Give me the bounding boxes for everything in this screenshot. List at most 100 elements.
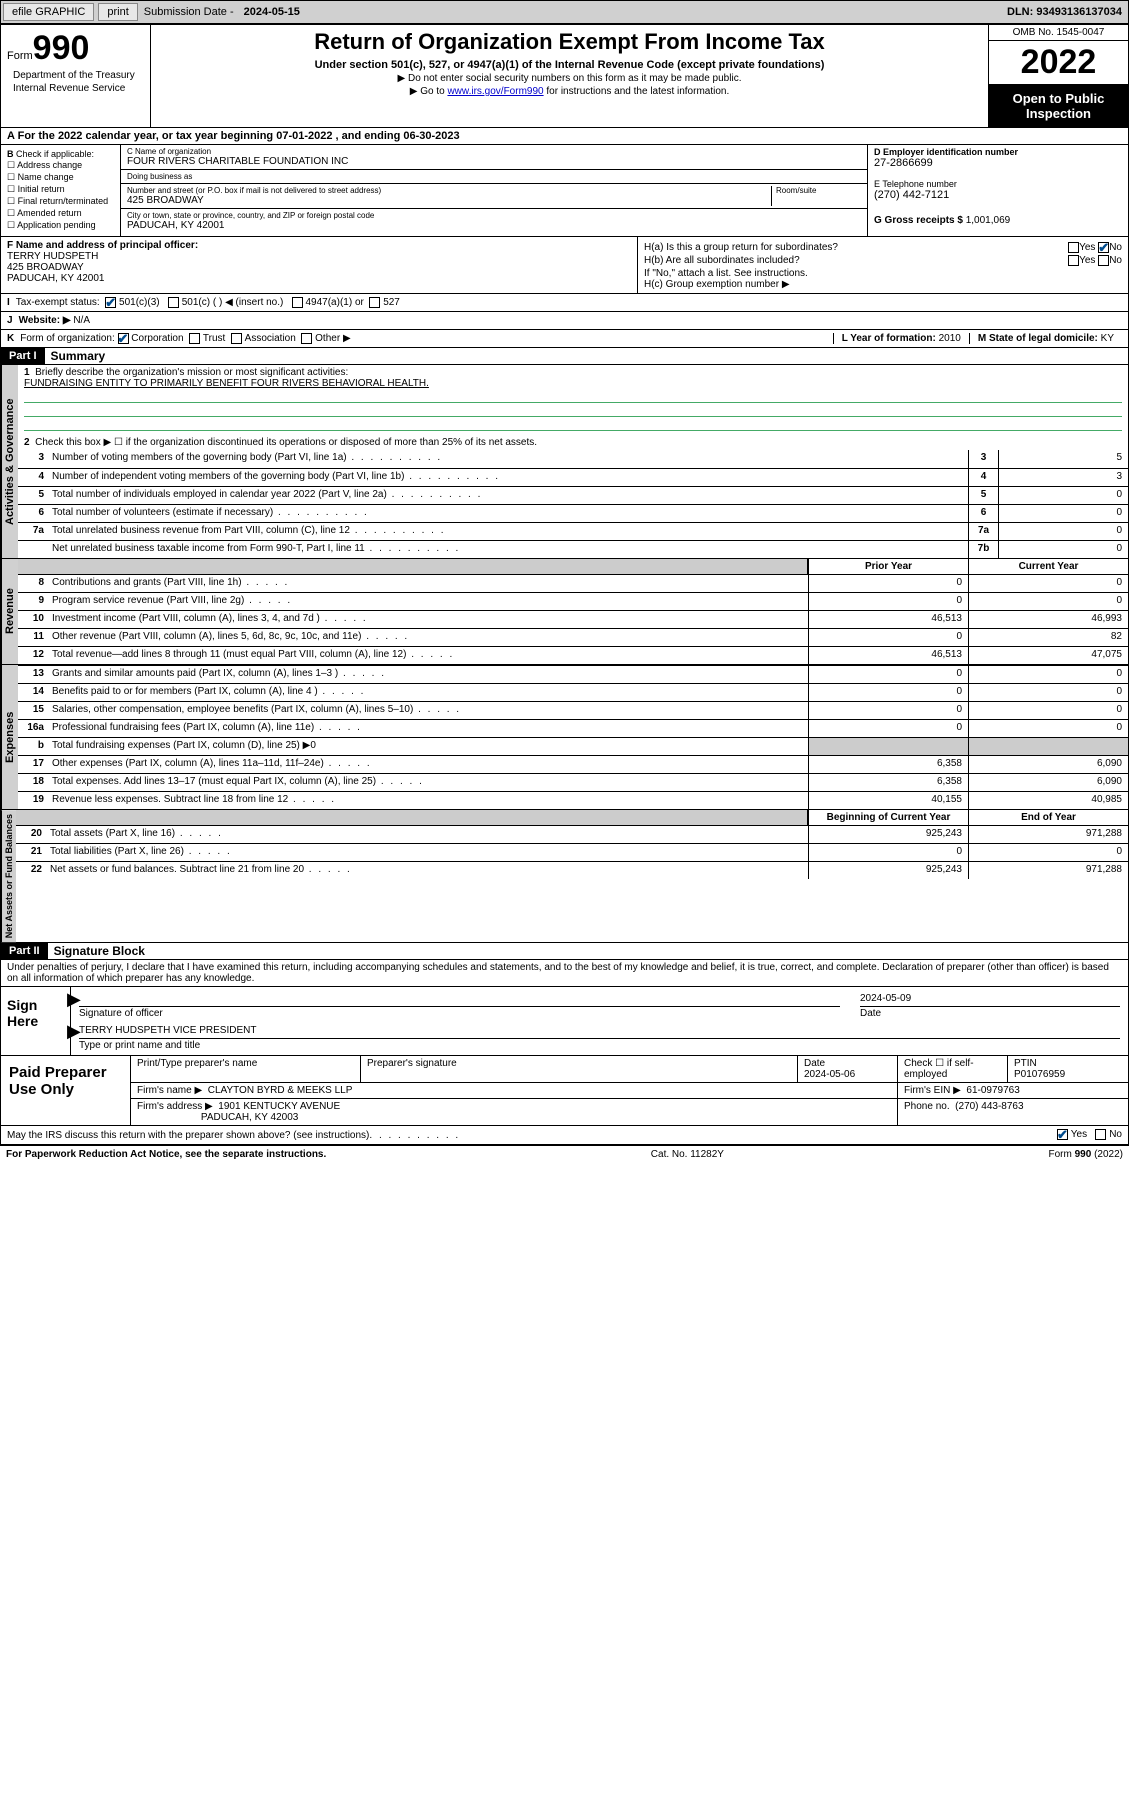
hb-yes[interactable] xyxy=(1068,255,1079,266)
row-i: I Tax-exempt status: 501(c)(3) 501(c) ( … xyxy=(1,294,1128,312)
firm-addr1: 1901 KENTUCKY AVENUE xyxy=(218,1101,340,1112)
q2-text: Check this box ▶ ☐ if the organization d… xyxy=(35,437,537,448)
officer-sig-line: ▶ xyxy=(79,993,840,1007)
ein-label: D Employer identification number xyxy=(874,147,1122,157)
row-klm: K Form of organization: Corporation Trus… xyxy=(1,330,1128,348)
ein-line: D Employer identification number 27-2866… xyxy=(874,147,1122,169)
chk-corporation[interactable] xyxy=(118,333,129,344)
org-name: FOUR RIVERS CHARITABLE FOUNDATION INC xyxy=(127,156,348,167)
dots xyxy=(369,1130,460,1141)
hb-label: H(b) Are all subordinates included? xyxy=(644,255,800,266)
efile-button[interactable]: efile GRAPHIC xyxy=(3,3,94,21)
website-value: N/A xyxy=(73,315,90,326)
footer-pra: For Paperwork Reduction Act Notice, see … xyxy=(6,1149,326,1160)
chk-trust[interactable] xyxy=(189,333,200,344)
rev-col-header: Prior Year Current Year xyxy=(18,559,1128,574)
part2-tag: Part II xyxy=(1,943,48,959)
ptin-label: PTIN xyxy=(1014,1058,1037,1069)
chk-527[interactable] xyxy=(369,297,380,308)
firm-ein-label: Firm's EIN ▶ xyxy=(904,1085,961,1096)
discuss-yes[interactable] xyxy=(1057,1129,1068,1140)
sig-date-line: 2024-05-09 xyxy=(860,993,1120,1007)
dln: DLN: 93493136137034 xyxy=(1001,6,1128,18)
hdr-eoy: End of Year xyxy=(968,810,1128,825)
q1-value: FUNDRAISING ENTITY TO PRIMARILY BENEFIT … xyxy=(24,378,429,389)
irs: Internal Revenue Service xyxy=(7,81,144,94)
chk-other[interactable] xyxy=(301,333,312,344)
phone-label: E Telephone number xyxy=(874,179,1122,189)
org-name-label: C Name of organization xyxy=(127,147,861,156)
box-bcd: B Check if applicable: ☐ Address change … xyxy=(1,145,1128,237)
submission-date-value: 2024-05-15 xyxy=(238,6,306,18)
sign-here-block: Sign Here ▶ Signature of officer 2024-05… xyxy=(1,987,1128,1056)
hc-label: H(c) Group exemption number ▶ xyxy=(644,279,1122,290)
chk-amended-return[interactable]: ☐ Amended return xyxy=(7,208,114,219)
ha-no[interactable] xyxy=(1098,242,1109,253)
row-a: A For the 2022 calendar year, or tax yea… xyxy=(1,128,1128,145)
form-note2: ▶ Go to www.irs.gov/Form990 for instruct… xyxy=(159,86,980,97)
row-a-lead: A xyxy=(7,130,15,142)
chk-initial-return[interactable]: ☐ Initial return xyxy=(7,184,114,195)
hb-note: If "No," attach a list. See instructions… xyxy=(644,268,1122,279)
form-header: Form990 Department of the Treasury Inter… xyxy=(1,25,1128,128)
data-line: 17Other expenses (Part IX, column (A), l… xyxy=(18,755,1128,773)
print-button[interactable]: print xyxy=(98,3,137,21)
q1-label: Briefly describe the organization's miss… xyxy=(35,367,348,378)
vtab-netassets: Net Assets or Fund Balances xyxy=(1,810,16,942)
paid-preparer-label: Paid Preparer Use Only xyxy=(1,1056,131,1125)
form-num: 990 xyxy=(33,29,90,67)
open-to-public: Open to Public Inspection xyxy=(989,85,1128,127)
chk-name-change[interactable]: ☐ Name change xyxy=(7,172,114,183)
sign-here-label: Sign Here xyxy=(1,987,71,1055)
form-subtitle: Under section 501(c), 527, or 4947(a)(1)… xyxy=(159,59,980,71)
instructions-link[interactable]: www.irs.gov/Form990 xyxy=(447,86,543,97)
tax-year: 2022 xyxy=(989,41,1128,85)
prep-sig-label: Preparer's signature xyxy=(367,1058,457,1069)
gov-line: 5Total number of individuals employed in… xyxy=(18,486,1128,504)
officer-name: TERRY HUDSPETH xyxy=(7,251,98,262)
vtab-expenses: Expenses xyxy=(1,665,18,809)
street-line: Number and street (or P.O. box if mail i… xyxy=(121,184,867,209)
firm-name-label: Firm's name ▶ xyxy=(137,1085,202,1096)
row-j-label: Website: ▶ xyxy=(19,315,71,326)
box-f-label: F Name and address of principal officer: xyxy=(7,240,198,251)
firm-ein: 61-0979763 xyxy=(966,1085,1019,1096)
chk-501c3[interactable] xyxy=(105,297,116,308)
ha-yes[interactable] xyxy=(1068,242,1079,253)
note2-pre: ▶ Go to xyxy=(410,86,448,97)
part1-title: Summary xyxy=(45,349,106,363)
form-note1: ▶ Do not enter social security numbers o… xyxy=(159,73,980,84)
data-line: 11Other revenue (Part VIII, column (A), … xyxy=(18,628,1128,646)
chk-4947[interactable] xyxy=(292,297,303,308)
firm-addr-label: Firm's address ▶ xyxy=(137,1101,213,1112)
officer-sig-label: Signature of officer xyxy=(79,1008,163,1019)
officer-typed-name: TERRY HUDSPETH VICE PRESIDENT xyxy=(79,1025,256,1036)
form-title: Return of Organization Exempt From Incom… xyxy=(159,29,980,55)
data-line: 8Contributions and grants (Part VIII, li… xyxy=(18,574,1128,592)
gross-label: G Gross receipts $ xyxy=(874,215,963,226)
chk-address-change[interactable]: ☐ Address change xyxy=(7,160,114,171)
data-line: 16aProfessional fundraising fees (Part I… xyxy=(18,719,1128,737)
box-fh: F Name and address of principal officer:… xyxy=(1,237,1128,294)
name-title-label: Type or print name and title xyxy=(79,1040,200,1051)
m-label: M State of legal domicile: xyxy=(978,333,1098,344)
data-line: 22Net assets or fund balances. Subtract … xyxy=(16,861,1128,879)
chk-application-pending[interactable]: ☐ Application pending xyxy=(7,220,114,231)
q1: 1 Briefly describe the organization's mi… xyxy=(18,365,1128,435)
l-value: 2010 xyxy=(939,333,961,344)
submission-date-label: Submission Date - xyxy=(140,6,238,18)
note2-post: for instructions and the latest informat… xyxy=(544,86,730,97)
chk-final-return[interactable]: ☐ Final return/terminated xyxy=(7,196,114,207)
l-label: L Year of formation: xyxy=(842,333,936,344)
form-number: Form990 xyxy=(7,29,144,68)
top-toolbar: efile GRAPHIC print Submission Date - 20… xyxy=(0,0,1129,24)
gross-receipts-line: G Gross receipts $ 1,001,069 xyxy=(874,215,1122,226)
chk-501c[interactable] xyxy=(168,297,179,308)
row-k-label: Form of organization: xyxy=(20,333,115,344)
box-f: F Name and address of principal officer:… xyxy=(1,237,638,293)
data-line: 12Total revenue—add lines 8 through 11 (… xyxy=(18,646,1128,664)
chk-association[interactable] xyxy=(231,333,242,344)
sig-date: 2024-05-09 xyxy=(860,993,911,1004)
hb-no[interactable] xyxy=(1098,255,1109,266)
discuss-no[interactable] xyxy=(1095,1129,1106,1140)
